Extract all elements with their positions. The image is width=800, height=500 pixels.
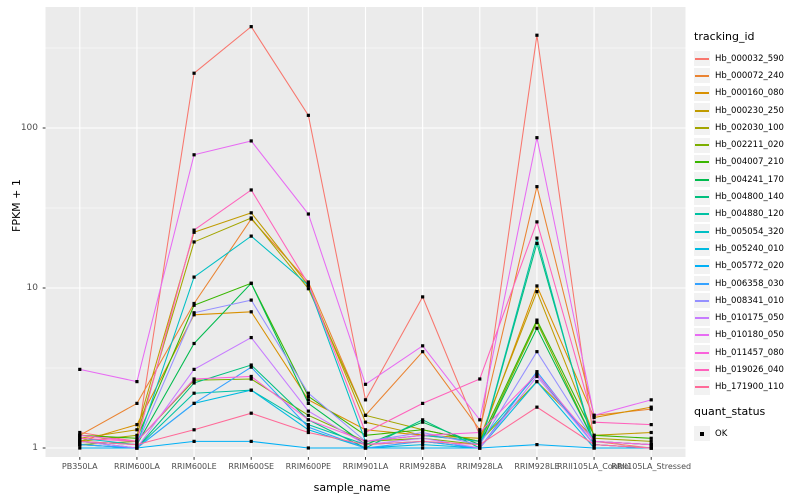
series-line-icon	[695, 126, 709, 129]
legend-item: Hb_000160_080	[694, 85, 798, 102]
legend-key-swatch	[694, 120, 710, 136]
series-line-icon	[695, 92, 709, 95]
legend-item: Hb_004880_120	[694, 206, 798, 223]
legend-item-label: Hb_005240_010	[715, 243, 784, 254]
legend-key-swatch	[694, 137, 710, 153]
series-line-icon	[695, 265, 709, 268]
legend-item: Hb_004241_170	[694, 171, 798, 188]
legend-item-label: Hb_006358_030	[715, 278, 784, 289]
legend-items: Hb_000032_590 Hb_000072_240 Hb_000160_080 H…	[694, 50, 798, 396]
series-line-icon	[695, 213, 709, 216]
series-line-icon	[695, 334, 709, 337]
legend-key-swatch	[694, 51, 710, 67]
series-line-icon	[695, 144, 709, 147]
legend-item-label: Hb_008341_010	[715, 295, 784, 306]
legend-item: Hb_000032_590	[694, 50, 798, 67]
legend-item: Hb_010180_050	[694, 327, 798, 344]
legend-item-label: Hb_019026_040	[715, 364, 784, 375]
series-line-icon	[695, 386, 709, 389]
legend-item-ok: OK	[694, 425, 798, 442]
legend-key-swatch	[694, 85, 710, 101]
legend-item-label: Hb_000072_240	[715, 70, 784, 81]
legend-key-swatch	[694, 258, 710, 274]
series-line-icon	[695, 196, 709, 199]
legend-key-swatch	[694, 206, 710, 222]
legend: tracking_id Hb_000032_590 Hb_000072_240 Hb…	[694, 30, 798, 442]
x-axis-title: sample_name	[313, 481, 391, 494]
legend-key-swatch	[694, 241, 710, 257]
legend-item-label: Hb_002211_020	[715, 140, 784, 151]
legend-item-label: Hb_005772_020	[715, 261, 784, 272]
legend-item-label: Hb_005054_320	[715, 226, 784, 237]
legend-item-label: Hb_000230_250	[715, 105, 784, 116]
legend-item-label: Hb_004241_170	[715, 174, 784, 185]
legend-item: Hb_006358_030	[694, 275, 798, 292]
legend-item-label: Hb_011457_080	[715, 347, 784, 358]
legend-key-swatch	[694, 327, 710, 343]
legend-key-swatch	[694, 276, 710, 291]
legend-item: Hb_010175_050	[694, 309, 798, 326]
series-line-icon	[695, 57, 709, 60]
legend-title-tracking-id: tracking_id	[694, 30, 755, 43]
series-line-icon	[695, 109, 709, 112]
legend-key-swatch	[694, 310, 710, 326]
legend-title-quant-status: quant_status	[694, 404, 766, 418]
series-line-icon	[695, 247, 709, 250]
legend-key-swatch	[694, 68, 710, 84]
legend-item: Hb_005772_020	[694, 258, 798, 275]
series-line-icon	[695, 230, 709, 233]
legend-item: Hb_002030_100	[694, 119, 798, 136]
legend-item: Hb_004800_140	[694, 188, 798, 205]
legend-quant-status: quant_status OK	[694, 405, 798, 442]
ok-point-key	[694, 426, 710, 442]
legend-item-label: Hb_000032_590	[715, 53, 784, 64]
legend-item: Hb_008341_010	[694, 292, 798, 309]
legend-key-swatch	[694, 345, 710, 361]
legend-item-label: Hb_010175_050	[715, 313, 784, 324]
legend-key-swatch	[694, 189, 710, 205]
legend-item-label: Hb_004800_140	[715, 192, 784, 203]
series-line-icon	[695, 161, 709, 164]
series-line-icon	[695, 74, 709, 77]
legend-key-swatch	[694, 224, 710, 240]
legend-item-label: Hb_000160_080	[715, 88, 784, 99]
legend-key-swatch	[694, 103, 710, 119]
series-line-icon	[695, 178, 709, 181]
y-axis-title: FPKM + 1	[10, 179, 23, 232]
legend-item-label: Hb_004880_120	[715, 209, 784, 220]
series-line-icon	[695, 282, 709, 285]
legend-item: Hb_019026_040	[694, 361, 798, 378]
legend-item: Hb_000230_250	[694, 102, 798, 119]
legend-item-label: Hb_002030_100	[715, 122, 784, 133]
series-line-icon	[695, 351, 709, 354]
legend-key-swatch	[694, 172, 710, 188]
legend-item-label: OK	[715, 428, 728, 439]
series-line-icon	[695, 299, 709, 302]
legend-item: Hb_002211_020	[694, 136, 798, 153]
legend-item: Hb_000072_240	[694, 67, 798, 84]
legend-item: Hb_005054_320	[694, 223, 798, 240]
legend-item: Hb_004007_210	[694, 154, 798, 171]
point-marker-icon	[700, 431, 704, 436]
series-line-icon	[695, 317, 709, 320]
legend-item: Hb_005240_010	[694, 240, 798, 257]
legend-item: Hb_011457_080	[694, 344, 798, 361]
legend-item-label: Hb_010180_050	[715, 330, 784, 341]
legend-key-swatch	[694, 154, 710, 170]
legend-item-label: Hb_004007_210	[715, 157, 784, 168]
legend-key-swatch	[694, 379, 710, 395]
series-line-icon	[695, 368, 709, 371]
legend-item: Hb_171900_110	[694, 379, 798, 396]
legend-item-label: Hb_171900_110	[715, 382, 784, 393]
legend-key-swatch	[694, 293, 710, 309]
legend-key-swatch	[694, 362, 710, 378]
